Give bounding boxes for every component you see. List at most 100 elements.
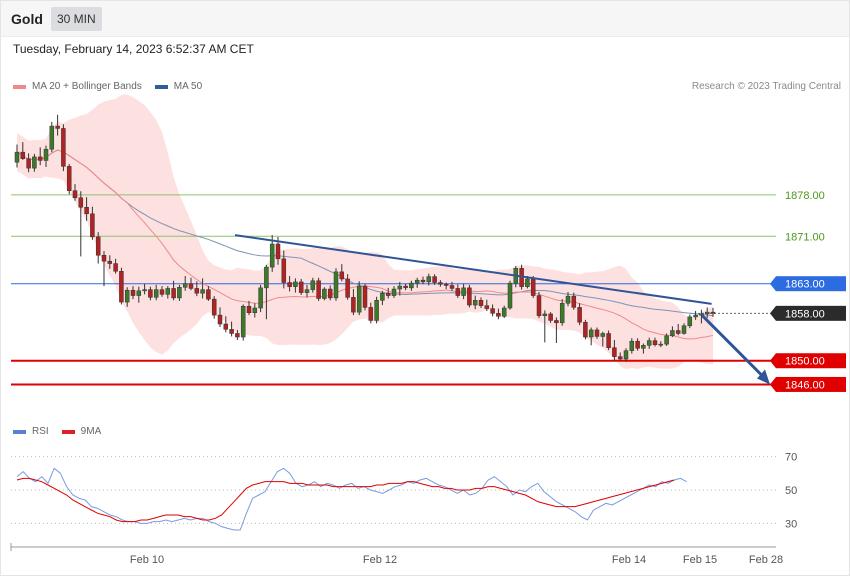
- candle-body: [542, 313, 548, 316]
- candle-body: [217, 314, 223, 325]
- x-tick-label: Feb 15: [683, 554, 717, 566]
- candle-body: [61, 128, 66, 167]
- candle-body: [641, 345, 646, 349]
- rsi-9ma-line: [16, 477, 675, 523]
- candle-body: [577, 307, 582, 323]
- candle-body: [588, 329, 594, 338]
- candle-body: [467, 287, 472, 306]
- candle-body: [206, 289, 211, 300]
- candle-body: [612, 347, 617, 357]
- candle-body: [438, 282, 443, 285]
- candle-body: [124, 289, 130, 303]
- candle-body: [148, 289, 153, 298]
- candle-body: [583, 321, 588, 338]
- top-bar: Gold 30 MIN: [0, 0, 850, 37]
- candle-body: [333, 271, 339, 299]
- candle-body: [501, 307, 507, 317]
- candle-body: [322, 288, 327, 299]
- candle-body: [281, 258, 287, 283]
- candle-body: [629, 340, 635, 351]
- candle-body: [235, 333, 240, 338]
- candle-body: [380, 292, 385, 301]
- candle-body: [652, 340, 658, 345]
- candle-body: [403, 285, 408, 289]
- legend-swatch-9ma: [61, 429, 75, 434]
- candle-body: [107, 260, 113, 264]
- candle-body: [130, 289, 136, 296]
- candle-body: [455, 288, 461, 296]
- candle-body: [72, 190, 78, 199]
- candle-body: [339, 271, 345, 280]
- candle-body: [606, 333, 611, 348]
- candle-body: [681, 325, 687, 334]
- candle-body: [327, 288, 333, 299]
- x-tick-label: Feb 28: [749, 554, 783, 566]
- candle-body: [84, 207, 89, 215]
- candle-body: [409, 282, 414, 289]
- candle-body: [95, 236, 101, 256]
- candle-body: [478, 300, 484, 306]
- candle-body: [200, 289, 205, 294]
- candle-body: [90, 213, 95, 238]
- candle-body: [287, 282, 292, 287]
- legend-label-9ma: 9MA: [80, 426, 102, 437]
- x-tick-label: Feb 10: [130, 554, 164, 566]
- candle-body: [177, 287, 182, 299]
- legend-swatch-rsi: [13, 429, 26, 434]
- candle-body: [37, 156, 43, 161]
- timeframe-badge[interactable]: 30 MIN: [51, 7, 102, 31]
- candle-body: [194, 288, 200, 294]
- instrument-title: Gold: [11, 11, 43, 27]
- candle-body: [699, 313, 704, 316]
- level-tag-bg: [776, 305, 846, 321]
- candle-body: [484, 305, 490, 309]
- candle-body: [304, 289, 310, 293]
- rsi-legend: RSI 9MA: [13, 426, 114, 437]
- candle-body: [414, 279, 420, 284]
- candle-body: [554, 320, 559, 324]
- candle-body: [264, 266, 269, 289]
- candle-body: [374, 300, 379, 321]
- candle-body: [670, 330, 675, 337]
- legend-label-rsi: RSI: [32, 426, 49, 437]
- rsi-tick-label: 30: [785, 518, 797, 530]
- candle-body: [623, 350, 629, 360]
- timestamp: Tuesday, February 14, 2023 6:52:37 AM CE…: [13, 42, 254, 56]
- candle-body: [55, 125, 60, 129]
- candle-body: [675, 330, 681, 334]
- level-tag-bg: [776, 276, 846, 292]
- candle-body: [229, 329, 234, 334]
- level-tag-arrow: [770, 305, 776, 321]
- candle-body: [368, 307, 374, 321]
- level-tag-arrow: [770, 276, 776, 292]
- x-tick-label: Feb 14: [612, 554, 646, 566]
- trendline: [234, 234, 712, 305]
- candle-body: [182, 283, 188, 288]
- legend-ma50: MA 50: [154, 81, 203, 92]
- candle-body: [153, 289, 159, 298]
- candle-body: [693, 314, 698, 318]
- level-tag-arrow: [770, 376, 776, 392]
- candle-body: [565, 295, 571, 304]
- candle-body: [43, 148, 49, 161]
- candle-body: [78, 197, 84, 208]
- candle-body: [113, 263, 118, 272]
- candle-body: [472, 300, 478, 306]
- candle-body: [316, 280, 321, 299]
- level-label-pivot: 1863.00: [785, 279, 825, 291]
- rsi-tick-label: 50: [785, 485, 797, 497]
- candle-body: [188, 283, 194, 289]
- legend-label-ma50: MA 50: [173, 81, 203, 92]
- candle-body: [687, 316, 693, 327]
- projection-arrow-shaft: [700, 314, 766, 379]
- legend-9ma: 9MA: [61, 426, 102, 437]
- candle-body: [646, 340, 652, 346]
- candle-body: [298, 281, 304, 293]
- candle-body: [356, 285, 362, 313]
- candle-body: [101, 255, 107, 262]
- candle-body: [351, 297, 356, 313]
- main-legend: MA 20 + Bollinger Bands MA 50: [13, 81, 215, 92]
- rsi-tick-label: 70: [785, 452, 797, 464]
- candle-body: [426, 276, 432, 283]
